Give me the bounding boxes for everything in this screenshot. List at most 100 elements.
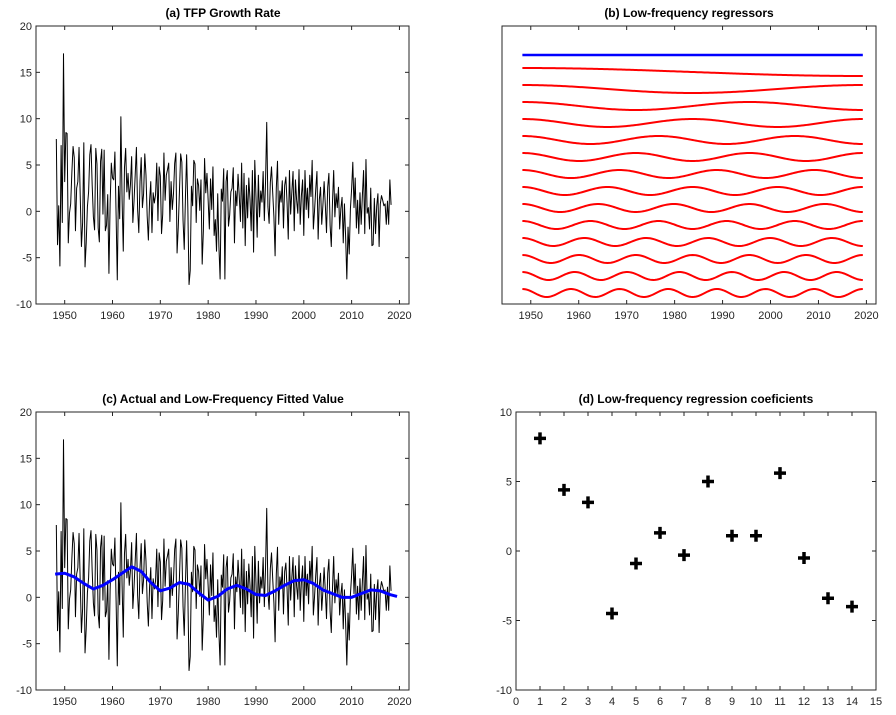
cosine-regressor-line [522,168,863,180]
panel-a-ytick-label: -5 [22,253,32,265]
cosine-regressor-line [522,219,863,231]
panel-d-xtick-label: 4 [609,696,615,708]
panel-c-axes-box [35,411,410,691]
coefficient-marker [582,496,594,509]
panel-c-plot [54,439,398,672]
coefficient-marker [846,600,858,613]
panel-b-xtick-label: 2000 [758,310,782,322]
panel-b-xtick-label: 1970 [614,310,638,322]
panel-d-xtick-label: 10 [750,696,762,708]
cosine-regressor-line [522,67,863,77]
panel-c-ytick-label: 5 [26,546,32,558]
panel-a-ytick-label: 5 [26,160,32,172]
panel-a-ticks: 1950 1960 1970 1980 1990 2000 2010 2020-10-5051… [16,21,412,322]
panel-b-xtick-label: 1980 [662,310,686,322]
panel-c-xtick-label: 1970 [148,696,172,708]
panel-a-xtick-label: 1970 [148,310,172,322]
cosine-regressor-line [522,84,863,94]
cosine-regressor-line [522,101,863,111]
panel-d-xtick-label: 0 [513,696,519,708]
panel-c-xtick-label: 1990 [244,696,268,708]
tfp-growth-line [55,53,392,286]
panel-b-xtick-label: 1960 [566,310,590,322]
low-frequency-fit-line [54,565,398,602]
panel-c-ytick-label: 20 [20,407,32,419]
coefficient-marker [606,607,618,620]
cosine-regressor-line [522,287,863,299]
panel-c-ytick-label: 10 [20,500,32,512]
panel-d-xtick-label: 15 [870,696,882,708]
panel-a-plot [55,53,392,286]
panel-a-ytick-label: -10 [16,299,32,311]
panel-d-xtick-label: 11 [774,696,785,708]
cosine-regressor-line [522,134,863,146]
cosine-regressor-line [522,185,863,197]
panel-a-axes-box [35,25,410,305]
coefficient-marker [534,432,546,445]
panel-b-xtick-label: 1990 [710,310,734,322]
panel-a-ytick-label: 0 [26,206,32,218]
panel-c-xtick-label: 1950 [52,696,76,708]
cosine-regressor-line [522,151,863,163]
panel-b: (b) Low-frequency regressors 1950 1960 197… [501,6,879,322]
panel-d-ytick-label: 0 [506,546,512,558]
panel-c-xtick-label: 2000 [292,696,316,708]
panel-a-title: (a) TFP Growth Rate [165,6,280,20]
panel-b-plot [522,53,863,299]
cosine-regressor-line [522,117,863,129]
panel-c-title: (c) Actual and Low-Frequency Fitted Valu… [102,392,344,406]
actual-tfp-line [55,439,392,672]
panel-d-xtick-label: 6 [657,696,663,708]
coefficient-marker [678,549,690,562]
panel-d-xtick-label: 1 [537,696,543,708]
coefficient-marker [654,526,666,539]
coefficient-marker [798,551,810,564]
panel-c-xtick-label: 2010 [339,696,363,708]
coefficient-marker [558,483,570,496]
panel-c-ytick-label: -10 [16,685,32,697]
panel-c-ytick-label: 0 [26,592,32,604]
cosine-regressor-line [522,236,863,248]
panel-d-xtick-label: 2 [561,696,567,708]
panel-c-xtick-label: 2020 [387,696,411,708]
panel-c-ytick-label: -5 [22,639,32,651]
panel-a-xtick-label: 1950 [52,310,76,322]
panel-b-xtick-label: 1950 [519,310,543,322]
panel-b-title: (b) Low-frequency regressors [604,6,774,20]
panel-a-xtick-label: 1960 [100,310,124,322]
panel-d-title: (d) Low-frequency regression coeficients [579,392,814,406]
panel-d-xtick-label: 13 [822,696,834,708]
panel-b-ticks: 1950 1960 1970 1980 1990 2000 2010 2020 [519,26,879,322]
cosine-regressor-line [522,270,863,282]
panel-d-xtick-label: 8 [705,696,711,708]
panel-a: (a) TFP Growth Rate 1950 1960 1970 1980 1990… [16,6,412,322]
panel-b-xtick-label: 2020 [854,310,878,322]
coefficient-marker [750,529,762,542]
panel-a-xtick-label: 2000 [292,310,316,322]
panel-a-xtick-label: 2010 [339,310,363,322]
panel-d-xtick-label: 5 [633,696,639,708]
coefficient-marker [822,592,834,605]
panel-c-ytick-label: 15 [20,453,32,465]
panel-a-xtick-label: 2020 [387,310,411,322]
panel-d-xtick-label: 7 [681,696,687,708]
panel-d-ytick-label: -10 [496,685,512,697]
panel-b-xtick-label: 2010 [806,310,830,322]
panel-d-ytick-label: 10 [500,407,512,419]
cosine-regressor-line [522,202,863,214]
panel-c-xtick-label: 1960 [100,696,124,708]
panel-c-ticks: 1950 1960 1970 1980 1990 2000 2010 2020-10-5051… [16,407,412,708]
panel-d-xtick-label: 12 [798,696,810,708]
panel-d-plot [534,432,858,620]
panel-d-ytick-label: 5 [506,477,512,489]
coefficient-marker [702,475,714,488]
panel-a-ytick-label: 20 [20,21,32,33]
panel-d-xtick-label: 3 [585,696,591,708]
panel-c: (c) Actual and Low-Frequency Fitted Valu… [16,392,412,708]
panel-a-xtick-label: 1980 [196,310,220,322]
panel-c-xtick-label: 1980 [196,696,220,708]
coefficient-marker [726,529,738,542]
panel-d: (d) Low-frequency regression coeficients… [496,392,882,708]
